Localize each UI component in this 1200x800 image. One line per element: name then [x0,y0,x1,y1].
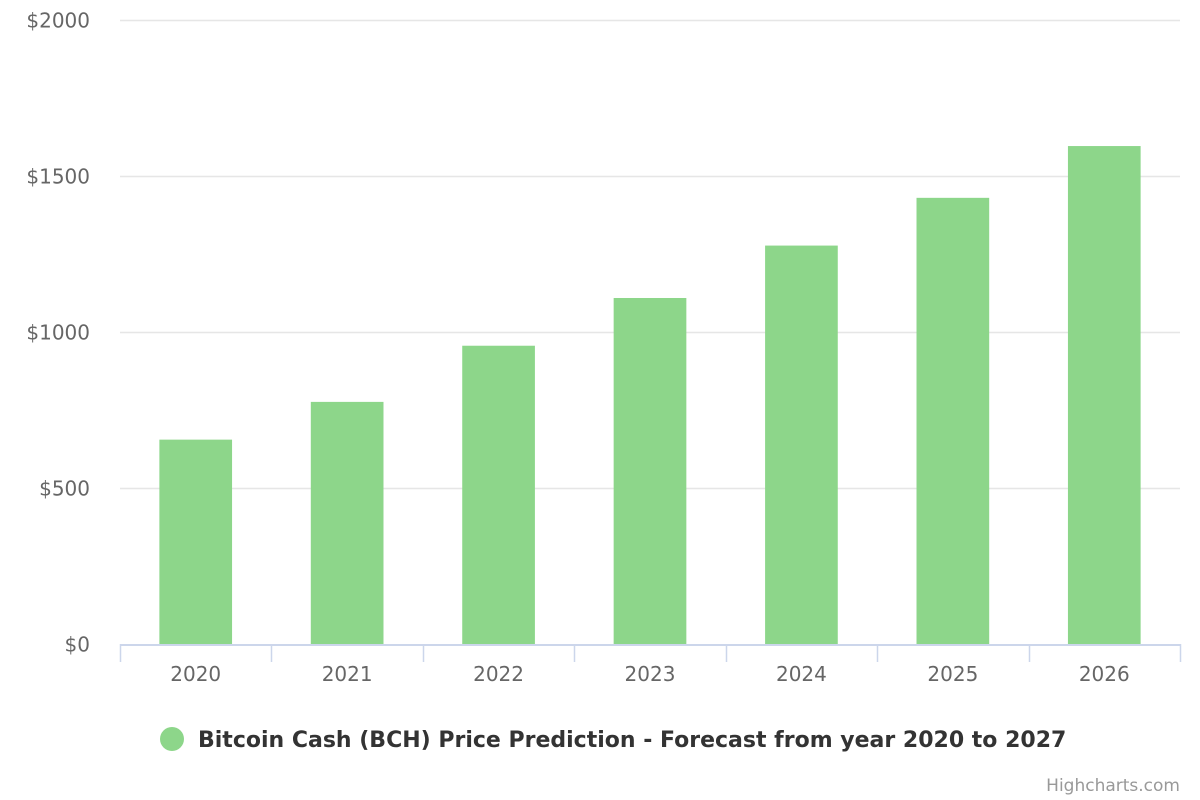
bar-2025[interactable] [916,197,990,644]
x-tick-label: 2020 [170,662,221,686]
legend-swatch[interactable] [160,727,184,751]
x-axis-labels: 2020 2021 2022 2023 2024 2025 2026 [170,662,1129,686]
y-tick-label: $1000 [26,321,90,345]
x-tick-label: 2024 [776,662,827,686]
bar-2026[interactable] [1067,146,1141,644]
y-axis-labels: $0 $500 $1000 $1500 $2000 [26,9,90,657]
legend-label[interactable]: Bitcoin Cash (BCH) Price Prediction - Fo… [198,728,1066,753]
y-tick-label: $500 [39,477,90,501]
x-tick-label: 2022 [473,662,524,686]
bar-2023[interactable] [613,297,687,644]
x-tick-label: 2021 [322,662,373,686]
bar-2021[interactable] [310,401,384,644]
x-tick-label: 2025 [927,662,978,686]
credits-link[interactable]: Highcharts.com [1046,776,1180,796]
x-tick-label: 2023 [625,662,676,686]
bar-2024[interactable] [765,245,838,645]
y-tick-label: $0 [65,633,90,657]
x-axis [119,644,1182,662]
x-tick-label: 2026 [1079,662,1130,686]
legend[interactable]: Bitcoin Cash (BCH) Price Prediction - Fo… [160,727,1066,753]
bar-2022[interactable] [462,345,535,644]
y-tick-label: $2000 [26,9,90,33]
y-tick-label: $1500 [26,165,90,189]
bar-2020[interactable] [159,439,233,644]
bars [159,146,1141,645]
